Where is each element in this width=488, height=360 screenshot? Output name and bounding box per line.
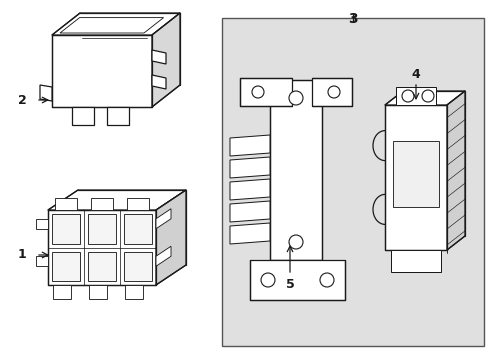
Polygon shape [311,78,351,106]
Polygon shape [125,285,143,299]
Polygon shape [229,201,269,222]
Text: 5: 5 [285,279,294,292]
Circle shape [288,91,303,105]
Polygon shape [446,91,464,250]
Polygon shape [124,214,152,243]
Polygon shape [36,256,48,266]
Text: 1: 1 [18,248,26,261]
Text: 3: 3 [347,12,357,26]
Polygon shape [53,285,71,299]
Polygon shape [52,35,152,107]
Polygon shape [229,135,269,156]
Polygon shape [72,107,94,125]
Polygon shape [249,260,345,300]
Polygon shape [36,219,48,229]
Polygon shape [52,214,80,243]
Bar [222,18,483,346]
Circle shape [401,90,413,102]
Polygon shape [152,75,165,89]
Circle shape [251,86,264,98]
Circle shape [288,235,303,249]
Polygon shape [240,78,291,106]
Polygon shape [229,157,269,178]
Polygon shape [127,198,148,210]
Polygon shape [124,252,152,281]
Polygon shape [390,250,440,272]
Polygon shape [152,50,165,64]
Polygon shape [89,285,107,299]
Polygon shape [384,105,446,250]
Polygon shape [229,179,269,200]
Text: 2: 2 [18,94,26,107]
Polygon shape [55,198,77,210]
Circle shape [319,273,333,287]
Polygon shape [395,87,435,105]
Polygon shape [52,13,180,35]
Polygon shape [269,80,321,260]
Bar [392,141,438,207]
Polygon shape [48,210,156,285]
Polygon shape [156,209,171,229]
Polygon shape [48,190,185,210]
Circle shape [327,86,339,98]
Polygon shape [88,252,116,281]
Polygon shape [156,190,185,285]
Polygon shape [384,91,464,105]
Circle shape [261,273,274,287]
Text: 4: 4 [411,68,420,81]
Circle shape [421,90,433,102]
Polygon shape [107,107,129,125]
Polygon shape [40,85,52,101]
Polygon shape [88,214,116,243]
Polygon shape [52,252,80,281]
Polygon shape [152,13,180,107]
Polygon shape [60,18,163,33]
Polygon shape [156,246,171,266]
Polygon shape [229,223,269,244]
Polygon shape [91,198,113,210]
